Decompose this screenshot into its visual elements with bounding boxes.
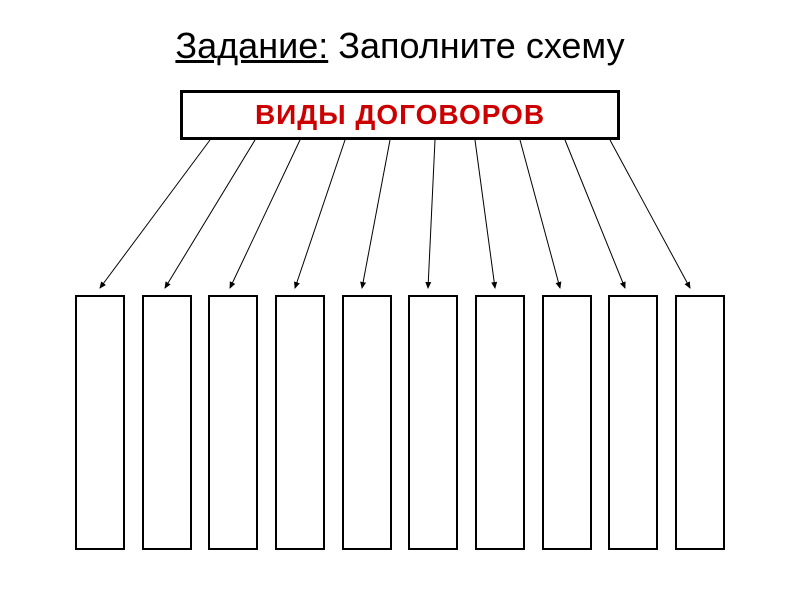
arrow-2 xyxy=(230,140,300,288)
leaf-box-5 xyxy=(408,295,458,550)
root-node: ВИДЫ ДОГОВОРОВ xyxy=(180,90,620,140)
leaf-box-3 xyxy=(275,295,325,550)
leaf-box-1 xyxy=(142,295,192,550)
leaf-container xyxy=(75,295,725,550)
arrow-6 xyxy=(475,140,495,288)
arrow-3 xyxy=(295,140,345,288)
page-title: Задание: Заполните схему xyxy=(0,0,800,67)
title-underlined: Задание: xyxy=(175,25,328,66)
arrow-7 xyxy=(520,140,560,288)
arrow-0 xyxy=(100,140,210,288)
leaf-box-9 xyxy=(675,295,725,550)
arrow-5 xyxy=(428,140,435,288)
leaf-box-2 xyxy=(208,295,258,550)
leaf-box-8 xyxy=(608,295,658,550)
arrow-4 xyxy=(362,140,390,288)
leaf-box-0 xyxy=(75,295,125,550)
title-rest: Заполните схему xyxy=(328,25,624,66)
arrow-1 xyxy=(165,140,255,288)
arrow-8 xyxy=(565,140,625,288)
arrow-9 xyxy=(610,140,690,288)
leaf-box-4 xyxy=(342,295,392,550)
root-label: ВИДЫ ДОГОВОРОВ xyxy=(255,99,545,131)
leaf-box-6 xyxy=(475,295,525,550)
leaf-box-7 xyxy=(542,295,592,550)
